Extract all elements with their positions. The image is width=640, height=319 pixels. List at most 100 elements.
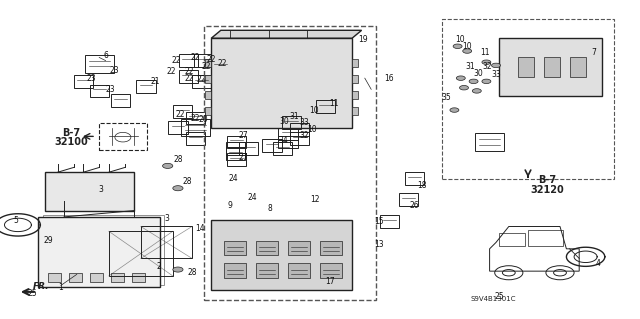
Circle shape <box>469 79 478 84</box>
Text: 30: 30 <box>474 69 484 78</box>
Bar <box>224 263 246 278</box>
Bar <box>320 263 342 278</box>
Text: 12: 12 <box>310 195 319 204</box>
Circle shape <box>173 267 183 272</box>
Bar <box>205 91 211 99</box>
Text: 22: 22 <box>202 63 211 71</box>
Text: 31: 31 <box>465 63 476 71</box>
Circle shape <box>460 85 468 90</box>
Bar <box>499 38 602 96</box>
Bar <box>476 133 504 151</box>
Text: 34: 34 <box>278 136 288 145</box>
Text: 10: 10 <box>307 125 317 134</box>
Text: 32: 32 <box>300 131 310 140</box>
Bar <box>273 142 292 155</box>
Bar <box>109 231 173 276</box>
Bar <box>179 70 198 83</box>
Text: 25: 25 <box>494 292 504 301</box>
Text: 28: 28 <box>182 177 191 186</box>
Bar <box>352 59 358 67</box>
Text: 33: 33 <box>299 118 309 127</box>
Text: 11: 11 <box>330 99 339 108</box>
Bar <box>405 172 424 185</box>
Text: 32120: 32120 <box>531 185 564 195</box>
Bar <box>173 105 192 118</box>
Text: 30: 30 <box>279 117 289 126</box>
Bar <box>316 100 335 113</box>
Bar <box>352 107 358 115</box>
Text: 18: 18 <box>418 181 427 189</box>
Text: 8: 8 <box>268 204 273 213</box>
Bar <box>282 116 301 129</box>
Circle shape <box>450 108 459 112</box>
Bar <box>226 147 245 160</box>
Bar <box>278 128 298 140</box>
Circle shape <box>453 44 462 48</box>
Circle shape <box>463 49 472 53</box>
Bar <box>211 220 352 290</box>
Text: 29: 29 <box>43 236 53 245</box>
Text: 28: 28 <box>188 268 196 277</box>
Text: 5: 5 <box>13 216 19 225</box>
Circle shape <box>456 76 465 80</box>
Bar <box>499 233 525 246</box>
Bar <box>168 121 188 134</box>
Bar <box>74 75 93 88</box>
Bar <box>69 273 82 282</box>
Text: 22: 22 <box>197 75 206 84</box>
Bar <box>90 273 103 282</box>
Bar <box>278 136 298 148</box>
Bar <box>136 80 156 93</box>
Text: 22: 22 <box>185 74 194 83</box>
Text: 14: 14 <box>195 224 205 233</box>
Circle shape <box>472 89 481 93</box>
Text: 3: 3 <box>164 214 169 223</box>
Text: 24: 24 <box>248 193 258 202</box>
Bar <box>256 241 278 255</box>
Text: 19: 19 <box>358 35 368 44</box>
Bar <box>290 132 309 145</box>
Bar <box>239 142 258 155</box>
Bar <box>111 94 130 107</box>
Bar <box>132 273 145 282</box>
Bar <box>528 230 563 246</box>
Bar <box>256 263 278 278</box>
Bar <box>85 55 114 72</box>
Bar <box>290 123 309 136</box>
Bar <box>204 26 376 300</box>
Text: 17: 17 <box>324 277 335 286</box>
Circle shape <box>492 63 500 68</box>
Text: 13: 13 <box>374 240 384 249</box>
Bar <box>226 142 245 155</box>
Bar <box>211 38 352 128</box>
Text: 10: 10 <box>462 42 472 51</box>
Bar <box>518 57 534 77</box>
Text: 22: 22 <box>218 59 227 68</box>
Bar <box>205 59 211 67</box>
Bar <box>570 57 586 77</box>
Bar <box>442 19 614 179</box>
Text: 26: 26 <box>410 201 420 210</box>
Bar <box>194 54 213 67</box>
Bar <box>288 241 310 255</box>
Text: 25: 25 <box>27 289 37 298</box>
Circle shape <box>482 60 491 64</box>
Bar <box>227 153 246 166</box>
Bar <box>141 226 192 258</box>
Text: 31: 31 <box>289 112 300 121</box>
Text: 16: 16 <box>384 74 394 83</box>
Bar <box>227 136 246 148</box>
Text: 23: 23 <box>109 66 119 75</box>
Text: 22: 22 <box>172 56 180 65</box>
Text: 2: 2 <box>156 262 161 271</box>
Bar <box>111 273 124 282</box>
Text: 15: 15 <box>374 217 384 226</box>
Text: 28: 28 <box>173 155 182 164</box>
Circle shape <box>163 163 173 168</box>
Bar <box>224 241 246 255</box>
Bar <box>380 215 399 228</box>
Bar <box>399 193 418 206</box>
Text: S9V4B1301C: S9V4B1301C <box>470 296 516 302</box>
Bar <box>45 172 134 211</box>
Polygon shape <box>211 30 362 38</box>
